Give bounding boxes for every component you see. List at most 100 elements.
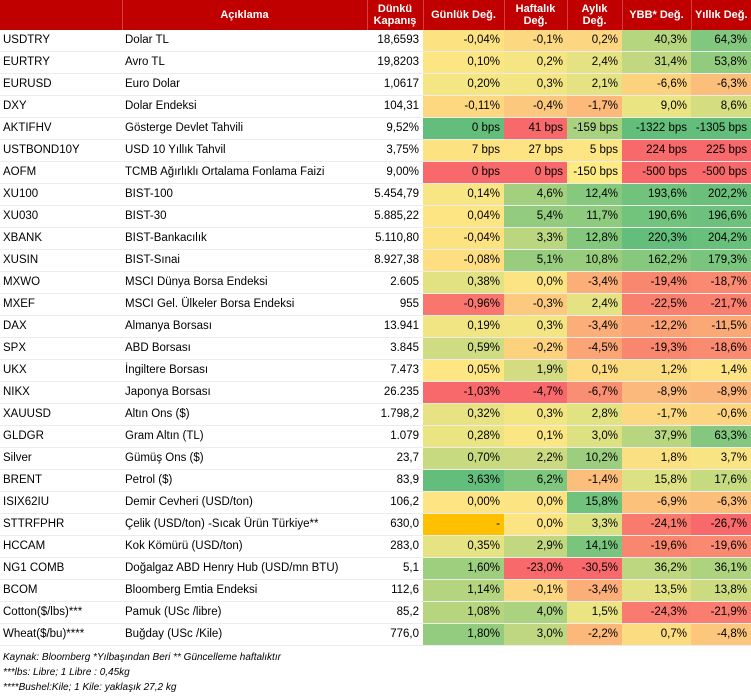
- row-yearly-change: 53,8%: [691, 51, 751, 74]
- table-row: NG1 COMB Doğalgaz ABD Henry Hub (USD/mn B…: [0, 557, 751, 580]
- row-code: BRENT: [0, 469, 122, 492]
- row-yearly-change: 204,2%: [691, 227, 751, 250]
- row-yearly-change: -500 bps: [691, 161, 751, 184]
- table-row: BRENT Petrol ($) 83,9 3,63% 6,2% -1,4% 15,8% 17…: [0, 469, 751, 492]
- row-code: AOFM: [0, 161, 122, 184]
- row-weekly-change: 0,3%: [504, 403, 567, 426]
- footnote-source: Kaynak: Bloomberg *Yılbaşından Beri ** G…: [3, 652, 281, 663]
- row-close: 3.845: [367, 337, 423, 360]
- row-code: BCOM: [0, 579, 122, 602]
- row-ytd-change: -24,1%: [622, 513, 691, 536]
- row-weekly-change: 0,2%: [504, 51, 567, 74]
- table-row: EURTRY Avro TL 19,8203 0,10% 0,2% 2,4% 31,4% 53…: [0, 51, 751, 74]
- table-row: SPX ABD Borsası 3.845 0,59% -0,2% -4,5% -19,3%…: [0, 337, 751, 360]
- row-yearly-change: -11,5%: [691, 315, 751, 338]
- row-weekly-change: 4,6%: [504, 183, 567, 206]
- row-weekly-change: 41 bps: [504, 117, 567, 140]
- row-monthly-change: 15,8%: [567, 491, 622, 514]
- row-description: Dolar Endeksi: [122, 95, 367, 118]
- row-close: 9,52%: [367, 117, 423, 140]
- row-yearly-change: -6,3%: [691, 491, 751, 514]
- row-yearly-change: -18,6%: [691, 337, 751, 360]
- row-code: XAUUSD: [0, 403, 122, 426]
- market-table: Açıklama Dünkü Kapanış Günlük Değ. Hafta…: [0, 0, 751, 646]
- row-description: USD 10 Yıllık Tahvil: [122, 139, 367, 162]
- row-monthly-change: 5 bps: [567, 139, 622, 162]
- row-close: 5.885,22: [367, 205, 423, 228]
- row-ytd-change: 37,9%: [622, 425, 691, 448]
- table-row: ISIX62IU Demir Cevheri (USD/ton) 106,2 0,00…: [0, 491, 751, 514]
- row-monthly-change: -3,4%: [567, 315, 622, 338]
- row-yearly-change: 8,6%: [691, 95, 751, 118]
- row-daily-change: 0 bps: [423, 161, 504, 184]
- row-close: 18,6593: [367, 30, 423, 52]
- row-close: 3,75%: [367, 139, 423, 162]
- table-row: HCCAM Kok Kömürü (USD/ton) 283,0 0,35% 2,9% 1…: [0, 535, 751, 558]
- row-ytd-change: -24,3%: [622, 601, 691, 624]
- row-weekly-change: 5,4%: [504, 205, 567, 228]
- row-description: MSCI Gel. Ülkeler Borsa Endeksi: [122, 293, 367, 316]
- row-weekly-change: -0,1%: [504, 579, 567, 602]
- row-description: Doğalgaz ABD Henry Hub (USD/mn BTU): [122, 557, 367, 580]
- row-daily-change: 0,38%: [423, 271, 504, 294]
- row-weekly-change: 3,3%: [504, 227, 567, 250]
- row-weekly-change: 4,0%: [504, 601, 567, 624]
- row-monthly-change: 2,4%: [567, 293, 622, 316]
- row-close: 283,0: [367, 535, 423, 558]
- row-code: USDTRY: [0, 30, 122, 52]
- row-yearly-change: -21,7%: [691, 293, 751, 316]
- row-close: 23,7: [367, 447, 423, 470]
- row-description: BIST-30: [122, 205, 367, 228]
- row-yearly-change: 196,6%: [691, 205, 751, 228]
- row-yearly-change: -18,7%: [691, 271, 751, 294]
- row-ytd-change: -19,3%: [622, 337, 691, 360]
- row-ytd-change: -22,5%: [622, 293, 691, 316]
- table-row: BCOM Bloomberg Emtia Endeksi 112,6 1,14% -0,…: [0, 579, 751, 602]
- row-description: MSCI Dünya Borsa Endeksi: [122, 271, 367, 294]
- table-row: UKX İngiltere Borsası 7.473 0,05% 1,9% 0,1% 1,…: [0, 359, 751, 382]
- row-ytd-change: 190,6%: [622, 205, 691, 228]
- row-weekly-change: -0,1%: [504, 30, 567, 52]
- row-code: Wheat($/bu)****: [0, 623, 122, 646]
- row-yearly-change: -0,6%: [691, 403, 751, 426]
- row-monthly-change: 12,8%: [567, 227, 622, 250]
- row-yearly-change: 17,6%: [691, 469, 751, 492]
- row-code: UKX: [0, 359, 122, 382]
- row-code: SPX: [0, 337, 122, 360]
- row-monthly-change: 1,5%: [567, 601, 622, 624]
- row-daily-change: 0,28%: [423, 425, 504, 448]
- row-monthly-change: 0,1%: [567, 359, 622, 382]
- row-weekly-change: -23,0%: [504, 557, 567, 580]
- row-weekly-change: -0,3%: [504, 293, 567, 316]
- table-row: XBANK BIST-Bankacılık 5.110,80 -0,04% 3,3% 12…: [0, 227, 751, 250]
- row-code: NG1 COMB: [0, 557, 122, 580]
- row-code: AKTIFHV: [0, 117, 122, 140]
- row-description: Pamuk (USc /libre): [122, 601, 367, 624]
- row-close: 106,2: [367, 491, 423, 514]
- row-yearly-change: 3,7%: [691, 447, 751, 470]
- row-monthly-change: 10,8%: [567, 249, 622, 272]
- row-yearly-change: 64,3%: [691, 30, 751, 52]
- row-ytd-change: -19,6%: [622, 535, 691, 558]
- table-row: XU100 BIST-100 5.454,79 0,14% 4,6% 12,4% 193,6…: [0, 183, 751, 206]
- row-ytd-change: -1322 bps: [622, 117, 691, 140]
- row-close: 104,31: [367, 95, 423, 118]
- row-close: 112,6: [367, 579, 423, 602]
- row-ytd-change: -1,7%: [622, 403, 691, 426]
- row-yearly-change: 179,3%: [691, 249, 751, 272]
- header-monthly: Aylık Değ.: [567, 0, 623, 30]
- row-monthly-change: -150 bps: [567, 161, 622, 184]
- row-code: EURTRY: [0, 51, 122, 74]
- row-code: Cotton($/lbs)***: [0, 601, 122, 624]
- row-ytd-change: 1,8%: [622, 447, 691, 470]
- row-weekly-change: 0,3%: [504, 73, 567, 96]
- row-daily-change: -0,04%: [423, 227, 504, 250]
- row-ytd-change: 40,3%: [622, 30, 691, 52]
- row-yearly-change: -1305 bps: [691, 117, 751, 140]
- row-description: Euro Dolar: [122, 73, 367, 96]
- row-ytd-change: 1,2%: [622, 359, 691, 382]
- row-description: Buğday (USc /Kile): [122, 623, 367, 646]
- row-ytd-change: -6,6%: [622, 73, 691, 96]
- row-weekly-change: -0,2%: [504, 337, 567, 360]
